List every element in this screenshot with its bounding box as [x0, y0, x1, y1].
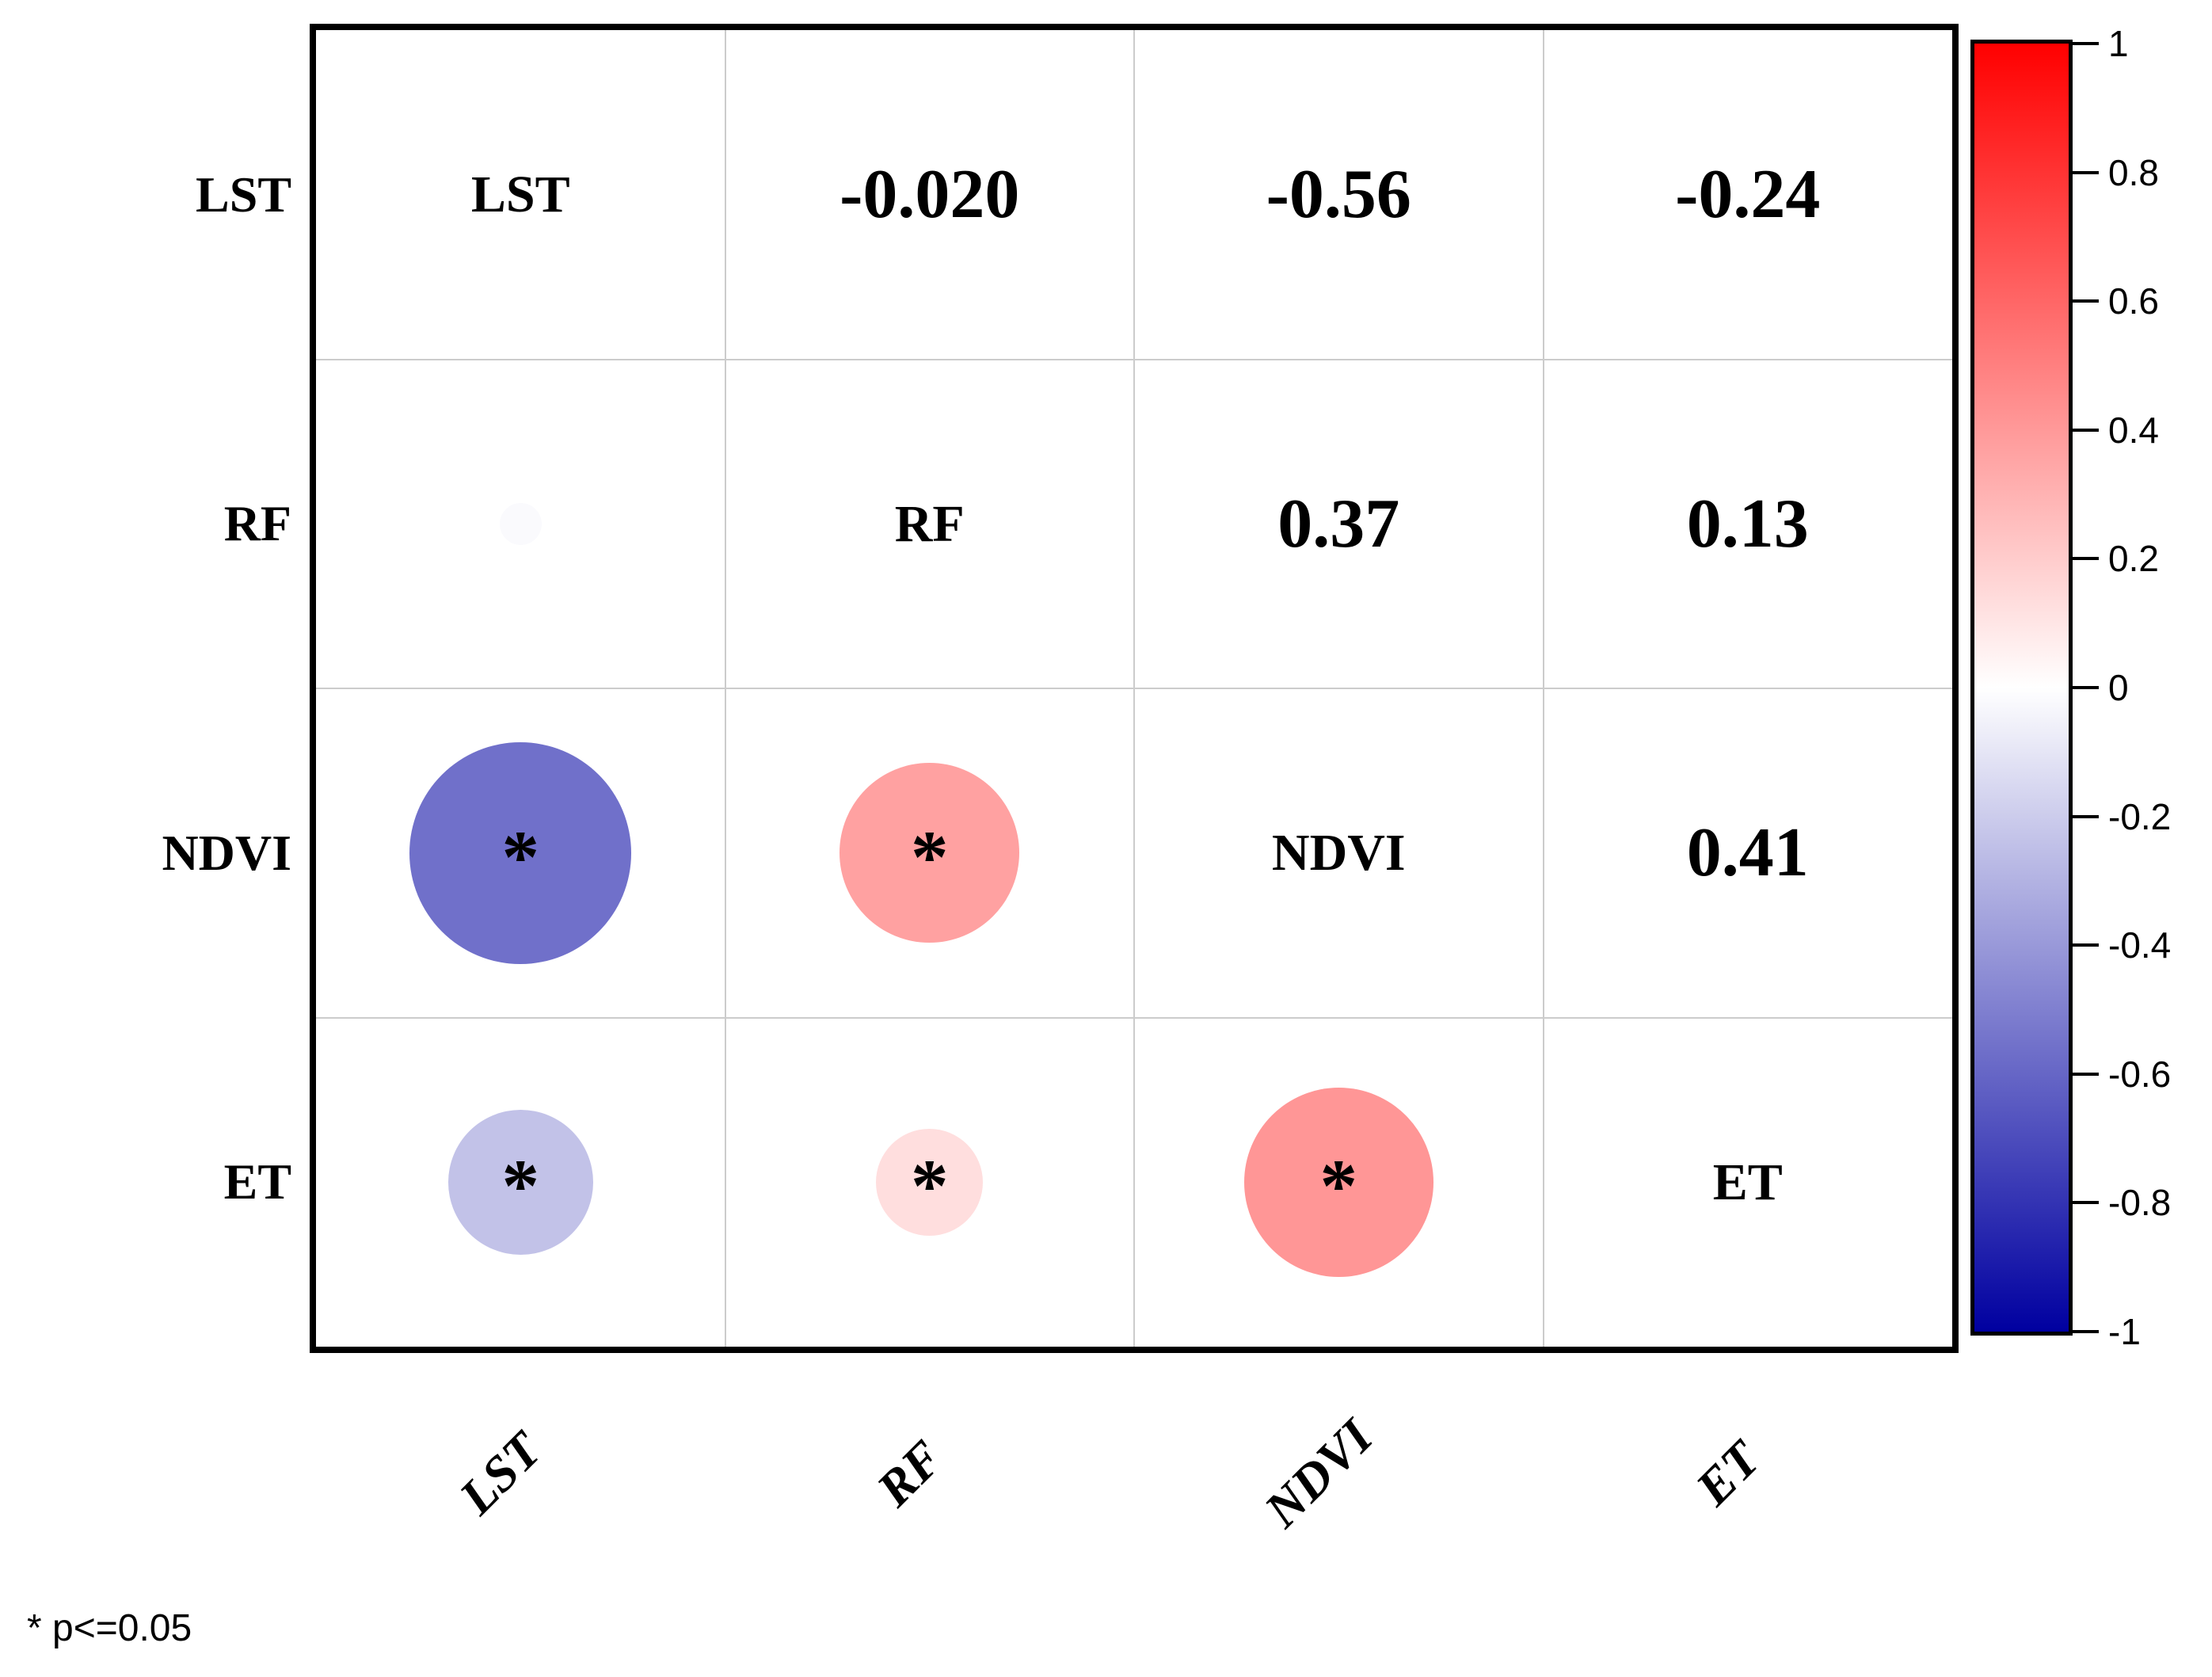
corr-circle-ET-NDVI	[1243, 1087, 1433, 1277]
colorbar-gradient	[1970, 40, 2073, 1336]
corr-circle-ET-LST	[447, 1109, 593, 1255]
colorbar-tick-mark-0.2	[2069, 557, 2099, 561]
colorbar-tick-mark--0.2	[2069, 814, 2099, 818]
colorbar-tick-mark-1	[2069, 42, 2099, 45]
corr-value-LST-RF: -0.020	[839, 156, 1020, 233]
significance-star-ET-NDVI: *	[1319, 1144, 1358, 1229]
colorbar-tick-label--0.2: -0.2	[2108, 795, 2172, 837]
colorbar-tick-label--0.8: -0.8	[2108, 1182, 2172, 1224]
col-label-LST: LST	[448, 1421, 553, 1525]
matrix-gridline-horizontal	[316, 688, 1952, 689]
colorbar-tick-mark-0.6	[2069, 299, 2099, 303]
col-label-ET: ET	[1685, 1430, 1771, 1516]
matrix-gridline-vertical	[1542, 30, 1544, 1347]
corr-value-RF-ET: 0.13	[1686, 485, 1809, 562]
colorbar-tick-label-0.2: 0.2	[2108, 538, 2159, 580]
colorbar-tick-label-0.8: 0.8	[2108, 151, 2159, 193]
colorbar-tick-label-0: 0	[2108, 667, 2129, 708]
row-label-RF: RF	[223, 495, 291, 552]
colorbar-tick-label-0.4: 0.4	[2108, 409, 2159, 451]
colorbar-tick-mark-0.4	[2069, 428, 2099, 432]
significance-note: * p<=0.05	[27, 1607, 192, 1649]
significance-star-ET-LST: *	[501, 1144, 540, 1229]
corr-value-RF-NDVI: 0.37	[1277, 485, 1400, 562]
row-label-NDVI: NDVI	[162, 824, 291, 881]
significance-star-ET-RF: *	[911, 1144, 949, 1229]
corr-value-LST-NDVI: -0.56	[1266, 156, 1411, 233]
diag-label-ET: ET	[1712, 1153, 1783, 1211]
col-label-NDVI: NDVI	[1254, 1408, 1384, 1538]
colorbar-tick-mark-0	[2069, 686, 2099, 689]
significance-star-NDVI-LST: *	[501, 814, 540, 899]
corr-circle-NDVI-LST	[409, 741, 632, 964]
significance-star-NDVI-RF: *	[911, 814, 949, 899]
colorbar-tick-label--0.6: -0.6	[2108, 1053, 2172, 1095]
corr-circle-ET-RF	[876, 1128, 984, 1236]
diag-label-LST: LST	[470, 166, 570, 223]
corr-value-LST-ET: -0.24	[1675, 156, 1821, 233]
corr-value-NDVI-ET: 0.41	[1686, 814, 1809, 891]
colorbar-tick-label--0.4: -0.4	[2108, 924, 2172, 966]
diag-label-RF: RF	[894, 494, 965, 553]
colorbar-tick-mark--1	[2069, 1330, 2099, 1333]
matrix-gridline-horizontal	[316, 1016, 1952, 1019]
colorbar-tick-mark--0.8	[2069, 1201, 2099, 1205]
row-label-LST: LST	[196, 166, 291, 223]
colorbar-tick-mark-0.8	[2069, 170, 2099, 174]
corr-circle-NDVI-RF	[839, 763, 1020, 943]
diag-label-NDVI: NDVI	[1271, 824, 1406, 882]
col-label-RF: RF	[866, 1429, 954, 1517]
colorbar-tick-label--1: -1	[2108, 1311, 2141, 1352]
colorbar-tick-label-1: 1	[2108, 23, 2129, 64]
matrix-border	[310, 24, 1959, 1353]
colorbar-tick-mark--0.4	[2069, 943, 2099, 947]
colorbar-tick-label-0.6: 0.6	[2108, 280, 2159, 322]
row-label-ET: ET	[223, 1153, 291, 1210]
corr-circle-RF-LST	[499, 502, 542, 545]
colorbar-tick-mark--0.6	[2069, 1072, 2099, 1076]
